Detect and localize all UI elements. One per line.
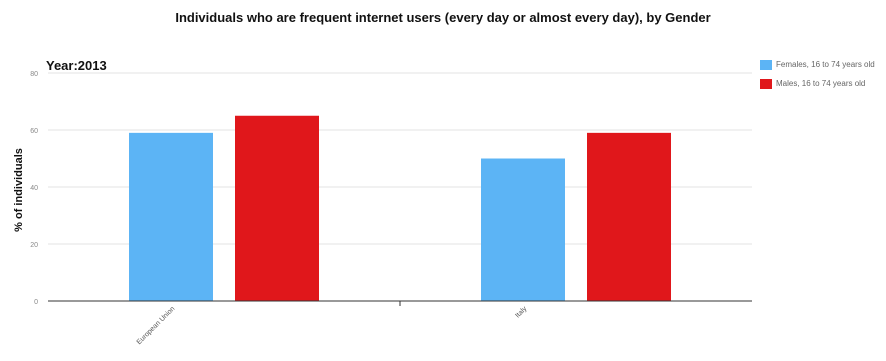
x-tick-label: Italy — [514, 305, 528, 319]
y-tick-label: 40 — [30, 185, 38, 192]
x-tick-label: European Union — [136, 305, 177, 346]
chart-title: Individuals who are frequent internet us… — [175, 10, 711, 25]
legend-swatch-females — [760, 60, 772, 70]
legend-item-females[interactable]: Females, 16 to 74 years old — [760, 60, 884, 70]
legend: Females, 16 to 74 years old Males, 16 to… — [760, 60, 884, 98]
y-tick-label: 80 — [30, 71, 38, 78]
legend-swatch-males — [760, 79, 772, 89]
y-tick-label: 60 — [30, 128, 38, 135]
bar[interactable] — [235, 115, 319, 301]
bar[interactable] — [587, 132, 671, 301]
bar[interactable] — [129, 132, 213, 301]
y-tick-label: 0 — [34, 299, 38, 306]
y-axis-ticks: 0 20 40 60 80 — [30, 71, 38, 306]
bar[interactable] — [481, 158, 565, 302]
y-tick-label: 20 — [30, 242, 38, 249]
chart-subtitle-year: Year:2013 — [46, 58, 107, 73]
legend-label-males: Males, 16 to 74 years old — [776, 79, 866, 88]
x-axis — [48, 300, 752, 306]
legend-item-males[interactable]: Males, 16 to 74 years old — [760, 79, 884, 89]
legend-label-females: Females, 16 to 74 years old — [776, 60, 875, 69]
x-axis-ticks: European Union Italy — [136, 305, 529, 346]
bars — [129, 115, 671, 302]
